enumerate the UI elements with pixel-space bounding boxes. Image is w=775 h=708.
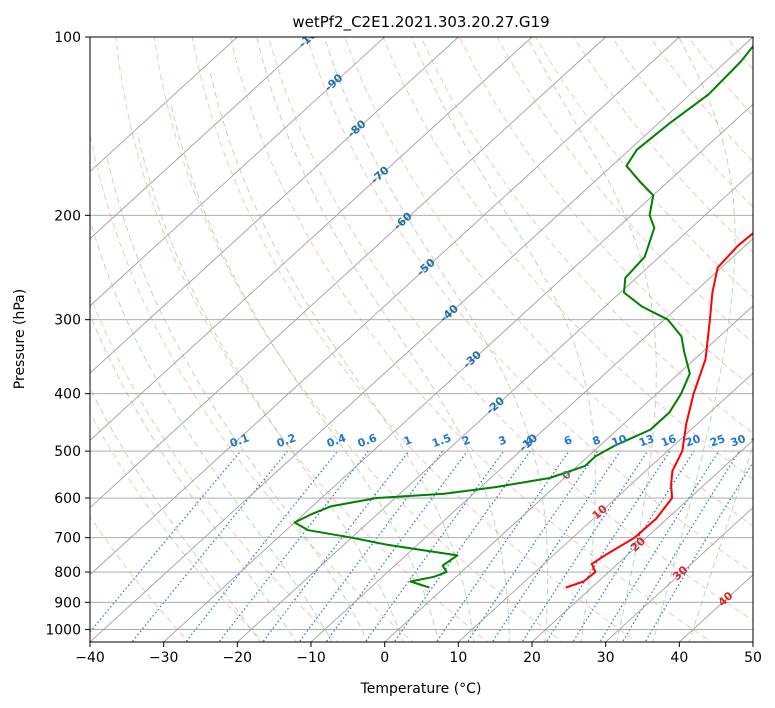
isotherm-line [384,305,753,642]
mixing-ratio-label: 2 [460,433,472,448]
isotherm-line [90,37,606,509]
chart-title: wetPf2_C2E1.2021.303.20.27.G19 [292,13,549,32]
x-axis-label: Temperature (°C) [360,681,482,697]
mixing-ratio-line [572,450,695,642]
mixing-ratio-line [325,450,468,642]
mixing-ratio-label: 30 [729,432,748,450]
dry-adiabat-line [535,37,753,298]
y-tick-label: 900 [54,595,81,611]
isotherm-line [458,372,753,642]
moist-adiabat-line [209,72,475,642]
isotherm-line [90,37,385,307]
y-axis-label: Pressure (hPa) [12,289,28,389]
mixing-ratio-label: 0.2 [275,431,298,450]
x-tick-label: 0 [380,650,389,666]
x-tick-label: 10 [449,650,467,666]
dry-adiabat-line [420,37,753,435]
mixing-ratio-line [218,450,369,642]
x-tick-label: 50 [744,650,762,666]
mixing-ratio-label: 36 [749,432,768,450]
isotherm-line [310,238,753,642]
mixing-ratio-label: 13 [637,432,656,449]
y-tick-label: 500 [54,444,81,460]
mixing-ratio-line [435,450,570,642]
dry-adiabat-line [153,37,564,642]
y-tick-label: 600 [54,491,81,507]
mixing-ratio-label: 16 [659,432,678,450]
moist-adiabat-line [90,313,297,642]
y-tick-label: 400 [54,387,81,403]
dry-adiabat-line [306,37,753,574]
axis-ticks: −40 −30 −20 −10 0 10 20 30 40 50 1000 900 800 700 600 5… [45,30,762,666]
isotherm-line [90,37,238,173]
dry-adiabat-line [268,37,753,622]
isotherm-line [605,506,753,642]
mixing-ratio-label: 0.6 [356,431,379,450]
isotherm-line [90,37,459,374]
mixing-ratio-line [545,450,671,642]
mixing-ratio-label: 0.1 [228,431,251,450]
moist-adiabat-line [90,387,261,642]
mixing-ratio-line [599,450,720,642]
moist-adiabat-line [170,104,440,642]
mixing-ratio-line [185,450,339,642]
y-tick-label: 1000 [45,622,81,638]
isotherm-line [531,439,753,642]
mixing-ratio-label: 3 [497,433,509,448]
mixing-ratio-label: 4 [523,433,535,448]
mixing-ratio-line [393,450,531,642]
mixing-ratio-label: 25 [708,432,727,449]
dewpoint-profile-line [293,44,753,589]
dry-adiabat-line [458,37,753,389]
mixing-ratio-line [491,450,621,642]
isotherm-line [237,170,753,642]
plot-frame [89,36,754,643]
mixing-ratio-line [621,450,740,642]
mixing-ratio-label: 1 [402,433,414,448]
x-tick-label: −40 [75,650,105,666]
temperature-profile-line [565,231,753,589]
mixing-ratio-label: 0.4 [325,431,348,450]
mixing-ratio-label: 6 [562,433,574,448]
dry-adiabat-line [344,37,753,527]
isotherm-line [163,103,753,642]
mixing-ratio-line [521,450,649,642]
dry-adiabat-line [90,412,265,642]
x-tick-label: −20 [223,650,253,666]
mixing-ratio-label: 1.5 [430,431,453,450]
moist-adiabat-line [136,132,404,642]
y-tick-label: 700 [54,531,81,547]
y-tick-label: 100 [54,30,81,46]
dry-adiabat-line [496,37,753,344]
dry-adiabat-line [382,37,753,481]
x-tick-label: −30 [149,650,179,666]
plot-area: -100-90-80-70-60-50-40-30-20-10010203040… [90,37,768,642]
y-tick-label: 200 [54,208,81,224]
mixing-ratio-label: 8 [591,433,603,448]
x-tick-label: 20 [523,650,541,666]
y-tick-label: 300 [54,313,81,329]
x-tick-label: −10 [296,650,326,666]
moist-adiabat-line [90,218,333,642]
isotherm-line [90,37,312,240]
moist-adiabat-line [106,157,369,642]
isotherm-line [90,37,753,642]
y-tick-label: 800 [54,565,81,581]
isotherm-line [90,37,680,576]
x-tick-label: 40 [670,650,688,666]
mixing-ratio-label: 10 [610,432,629,450]
isotherm-line [90,37,533,441]
x-tick-label: 30 [597,650,615,666]
mixing-ratio-label: 20 [683,432,702,450]
